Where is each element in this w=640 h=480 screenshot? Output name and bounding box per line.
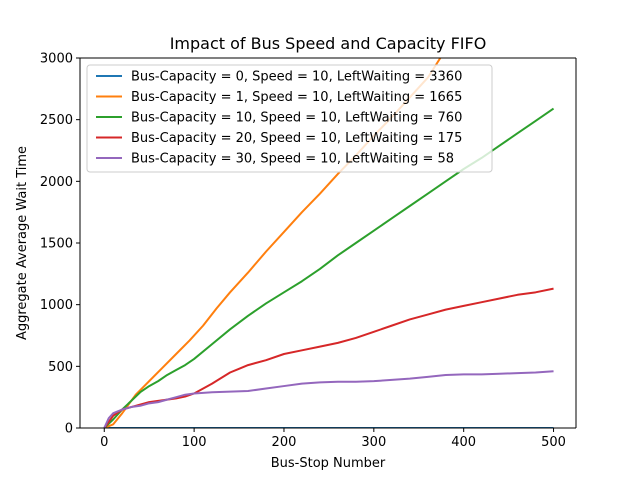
y-tick-label-500: 500 — [48, 360, 73, 375]
y-axis-ticks: 0 500 1000 1500 2000 2500 3000 — [40, 52, 80, 437]
legend-items: Bus-Capacity = 0, Speed = 10, LeftWaitin… — [96, 70, 462, 167]
y-tick-label-2000: 2000 — [40, 175, 73, 190]
legend-label-2: Bus-Capacity = 1, Speed = 10, LeftWaitin… — [131, 90, 462, 105]
x-tick-label-400: 400 — [451, 435, 476, 450]
x-tick-label-200: 200 — [272, 435, 297, 450]
chart-title: Impact of Bus Speed and Capacity FIFO — [170, 34, 487, 53]
x-tick-label-300: 300 — [361, 435, 386, 450]
legend-label-1: Bus-Capacity = 0, Speed = 10, LeftWaitin… — [131, 70, 462, 85]
x-tick-label-100: 100 — [182, 435, 207, 450]
y-tick-label-3000: 3000 — [40, 52, 73, 67]
legend-label-4: Bus-Capacity = 20, Speed = 10, LeftWaiti… — [131, 131, 462, 146]
x-tick-label-500: 500 — [541, 435, 566, 450]
x-axis-ticks: 0 100 200 300 400 500 — [100, 428, 566, 450]
series-line-5 — [103, 370, 554, 428]
y-tick-label-0: 0 — [65, 422, 73, 437]
legend-label-5: Bus-Capacity = 30, Speed = 10, LeftWaiti… — [131, 152, 454, 167]
legend-label-3: Bus-Capacity = 10, Speed = 10, LeftWaiti… — [131, 111, 462, 126]
x-axis-label: Bus-Stop Number — [271, 456, 386, 471]
legend: Bus-Capacity = 0, Speed = 10, LeftWaitin… — [86, 64, 493, 173]
y-tick-label-1000: 1000 — [40, 298, 73, 313]
y-tick-label-2500: 2500 — [40, 113, 73, 128]
x-tick-label-0: 0 — [100, 435, 108, 450]
legend-box — [86, 64, 493, 173]
y-tick-label-1500: 1500 — [40, 237, 73, 252]
y-axis-label: Aggregate Average Wait Time — [15, 146, 30, 340]
series-line-4 — [103, 287, 554, 428]
